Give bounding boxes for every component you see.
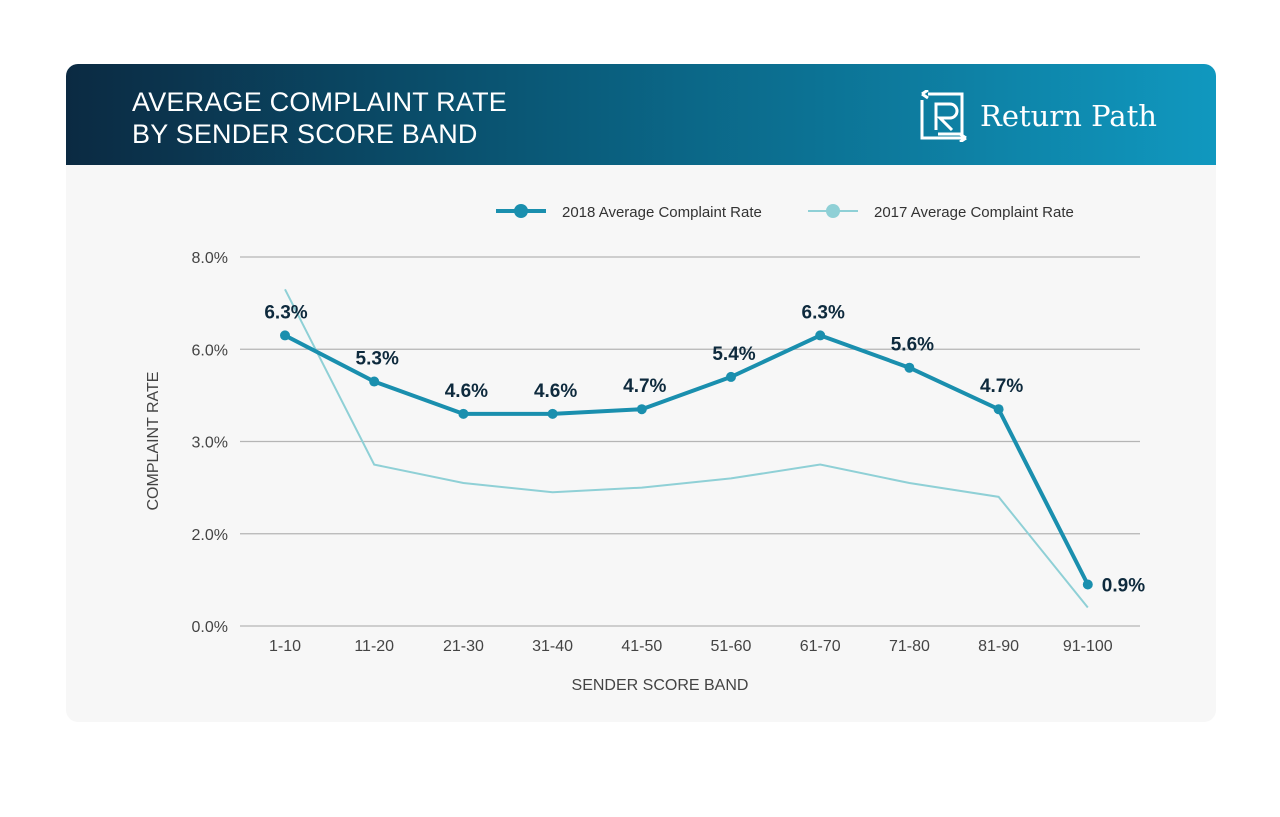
legend-label: 2018 Average Complaint Rate bbox=[562, 204, 762, 221]
y-tick-label: 6.0% bbox=[192, 342, 228, 359]
title-line-1: AVERAGE COMPLAINT RATE bbox=[132, 87, 507, 117]
x-tick-label: 91-100 bbox=[1063, 638, 1113, 655]
legend-marker bbox=[826, 204, 840, 218]
series-2018-point bbox=[1082, 579, 1093, 590]
series-2018-point bbox=[904, 362, 915, 373]
y-tick-label: 2.0% bbox=[192, 527, 228, 544]
series-2018-point bbox=[369, 376, 380, 387]
legend-marker bbox=[514, 204, 528, 218]
x-tick-label: 71-80 bbox=[889, 638, 930, 655]
return-path-logo: Return Path bbox=[918, 90, 1157, 142]
chart-card: AVERAGE COMPLAINT RATE BY SENDER SCORE B… bbox=[66, 64, 1216, 722]
logo-text: Return Path bbox=[980, 99, 1157, 133]
data-label: 4.7% bbox=[623, 376, 666, 397]
series-2018-point bbox=[726, 371, 736, 382]
x-axis-title: SENDER SCORE BAND bbox=[572, 677, 749, 694]
x-tick-label: 51-60 bbox=[711, 638, 752, 655]
x-tick-label: 81-90 bbox=[978, 638, 1019, 655]
series-2018-line bbox=[284, 333, 1090, 586]
series-2018-point bbox=[280, 330, 290, 341]
title-line-2: BY SENDER SCORE BAND bbox=[132, 119, 478, 149]
x-tick-label: 1-10 bbox=[269, 638, 301, 655]
data-label: 6.3% bbox=[802, 302, 845, 323]
series-2018-point bbox=[815, 330, 826, 341]
return-path-logo-icon bbox=[920, 90, 967, 142]
x-tick-label: 41-50 bbox=[621, 638, 662, 655]
data-label: 4.6% bbox=[534, 381, 577, 402]
data-label: 5.4% bbox=[712, 344, 755, 365]
y-axis-title: COMPLAINT RATE bbox=[145, 372, 162, 511]
x-tick-label: 31-40 bbox=[532, 638, 573, 655]
series-2017-line bbox=[284, 288, 1089, 609]
x-tick-label: 21-30 bbox=[443, 638, 484, 655]
y-tick-label: 8.0% bbox=[192, 250, 228, 267]
series-2018-point bbox=[547, 408, 558, 419]
chart-header: AVERAGE COMPLAINT RATE BY SENDER SCORE B… bbox=[66, 64, 1216, 165]
chart-title: AVERAGE COMPLAINT RATE BY SENDER SCORE B… bbox=[132, 86, 507, 150]
data-label: 4.7% bbox=[980, 376, 1023, 397]
data-label: 0.9% bbox=[1102, 575, 1145, 596]
data-label: 4.6% bbox=[445, 381, 488, 402]
series-2018-point bbox=[636, 404, 647, 415]
data-label: 6.3% bbox=[264, 302, 307, 323]
y-tick-label: 3.0% bbox=[192, 435, 228, 452]
legend-label: 2017 Average Complaint Rate bbox=[874, 204, 1074, 221]
y-tick-label: 0.0% bbox=[192, 619, 228, 636]
series-2018-point bbox=[993, 404, 1004, 415]
x-tick-label: 61-70 bbox=[800, 638, 841, 655]
data-label: 5.6% bbox=[891, 335, 934, 356]
series-2018-point bbox=[458, 408, 469, 419]
x-tick-label: 11-20 bbox=[354, 638, 394, 655]
data-label: 5.3% bbox=[356, 349, 399, 370]
